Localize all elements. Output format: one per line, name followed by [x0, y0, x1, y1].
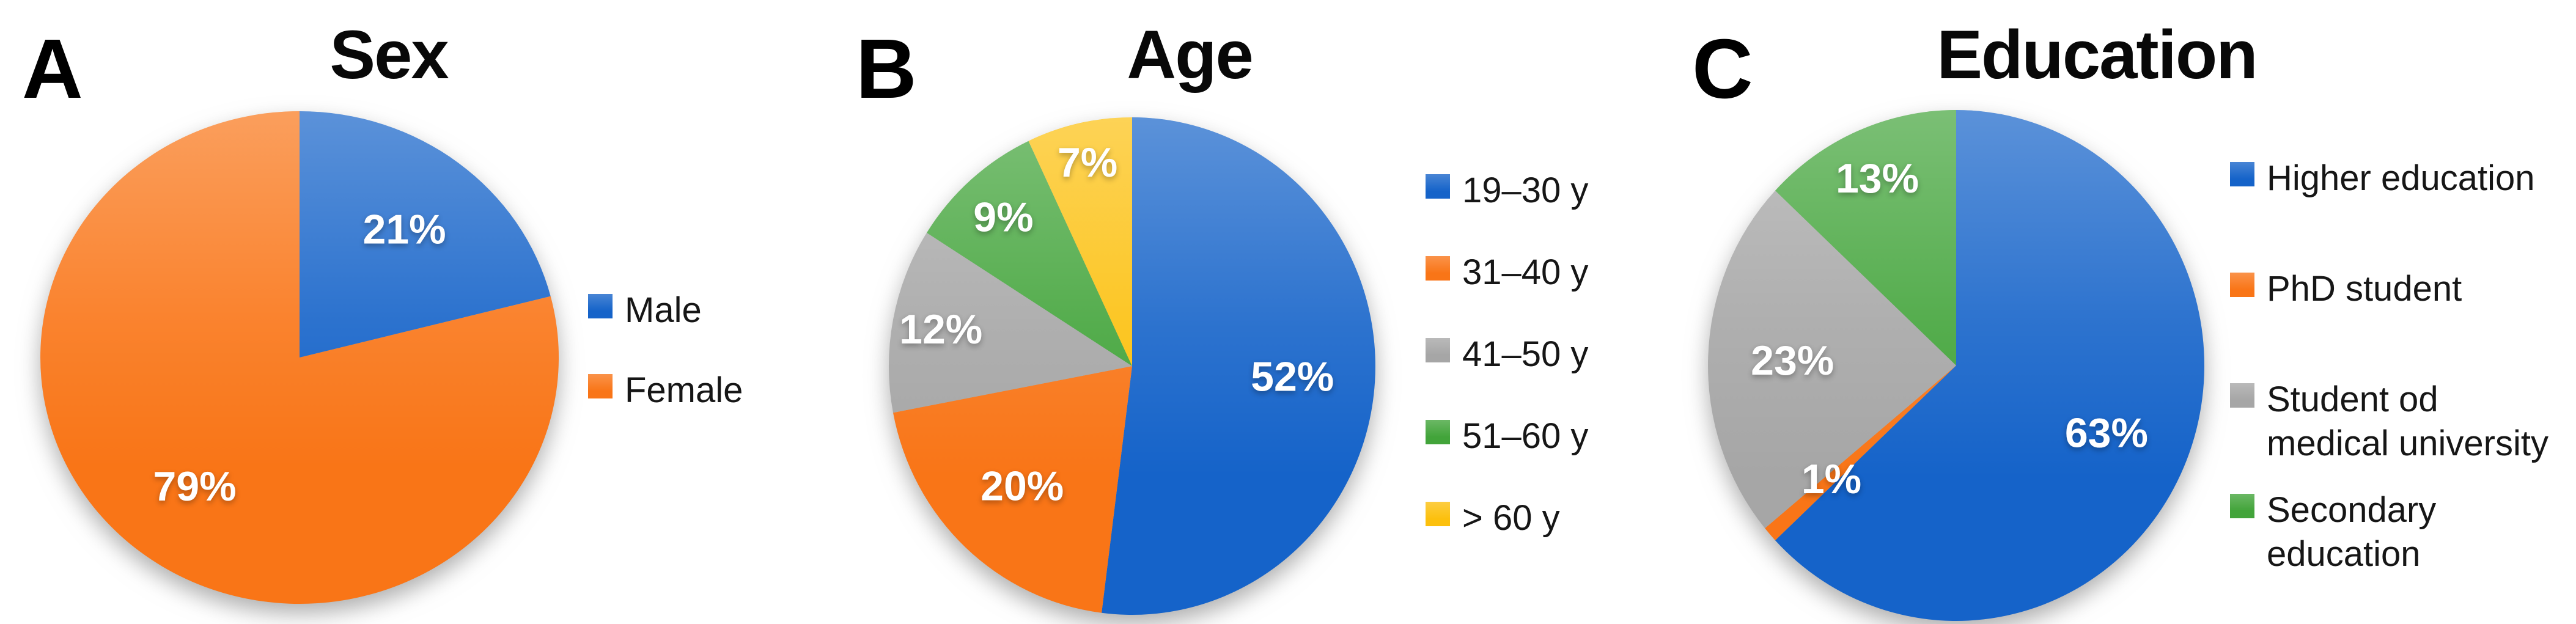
legend-item-female: Female [588, 369, 851, 413]
pie-data-label-7pct: 7% [1058, 139, 1117, 186]
pie-data-label-9pct: 9% [973, 194, 1033, 241]
legend-label: 31–40 y [1462, 252, 1589, 292]
pie-data-label-79pct: 79% [153, 463, 236, 510]
legend-swatch-icon [588, 374, 613, 398]
legend-swatch-icon [2230, 162, 2254, 186]
legend-item-60-y: > 60 y [1426, 496, 1713, 540]
pie-data-label-21pct: 21% [362, 207, 446, 253]
legend-item-31-40-y: 31–40 y [1426, 251, 1713, 295]
chart-title-sex: Sex [329, 17, 449, 93]
legend-swatch-icon [1426, 174, 1450, 199]
legend-label: 41–50 y [1462, 334, 1589, 374]
legend-item-51-60-y: 51–60 y [1426, 414, 1713, 458]
pie-chart-age: 52% 20% 12% 9% 7% [888, 117, 1375, 615]
panel-education: Education 63% 1% 23% 13% Higher education Ph… [1708, 0, 2576, 624]
chart-title-age: Age [1127, 17, 1254, 93]
pie-data-label-23pct: 23% [1751, 337, 1834, 384]
legend-label: 51–60 y [1462, 416, 1589, 456]
pie-data-label-52pct: 52% [1251, 354, 1334, 400]
pie-chart-education: 63% 1% 23% 13% [1708, 110, 2204, 621]
pie-data-label-63pct: 63% [2065, 409, 2148, 456]
legend-item-male: Male [588, 288, 851, 332]
legend-education: Higher education PhD student Student od me… [2230, 156, 2560, 599]
pie-data-label-20pct: 20% [981, 463, 1064, 510]
legend-label: Student od medical university [2267, 380, 2548, 463]
panel-sex: Sex 21% 79% Male Female [0, 0, 859, 624]
legend-label: Male [625, 290, 702, 330]
panel-letter-c: C [1692, 22, 1753, 116]
pie-data-label-1pct: 1% [1801, 456, 1861, 502]
legend-swatch-icon [1426, 338, 1450, 362]
legend-item-phd-student: PhD student [2230, 267, 2560, 311]
legend-age: 19–30 y 31–40 y 41–50 y 51–60 y > 60 y [1426, 169, 1713, 578]
pie-sheen-overlay [1708, 110, 2204, 621]
legend-label: PhD student [2267, 269, 2462, 309]
legend-label: Higher education [2267, 158, 2535, 198]
legend-sex: Male Female [588, 288, 851, 449]
pie-sheen-overlay [40, 111, 559, 604]
pie-data-label-13pct: 13% [1836, 155, 1919, 202]
legend-swatch-icon [2230, 273, 2254, 297]
panel-letter-b: B [856, 22, 917, 116]
legend-swatch-icon [2230, 383, 2254, 408]
chart-title-education: Education [1937, 17, 2258, 93]
legend-label: 19–30 y [1462, 171, 1589, 210]
legend-label: > 60 y [1462, 498, 1560, 538]
legend-item-higher-education: Higher education [2230, 156, 2560, 200]
pie-chart-sex: 21% 79% [40, 111, 559, 604]
legend-item-secondary-education: Secondary education [2230, 488, 2560, 576]
legend-item-student-od-medical-university: Student od medical university [2230, 378, 2560, 466]
legend-swatch-icon [2230, 494, 2254, 518]
pie-data-label-12pct: 12% [899, 306, 982, 353]
panel-age: Age 52% 20% 12% 9% 7% 19–30 y 31–40 y 41–50 y 5… [858, 0, 1717, 624]
panel-letter-a: A [22, 22, 83, 116]
legend-swatch-icon [1426, 502, 1450, 526]
legend-label: Female [625, 370, 743, 410]
legend-swatch-icon [1426, 256, 1450, 281]
legend-item-19-30-y: 19–30 y [1426, 169, 1713, 213]
legend-swatch-icon [1426, 420, 1450, 444]
pie-sheen-overlay [889, 117, 1375, 615]
legend-item-41-50-y: 41–50 y [1426, 332, 1713, 376]
legend-label: Secondary education [2267, 490, 2437, 574]
legend-swatch-icon [588, 294, 613, 318]
